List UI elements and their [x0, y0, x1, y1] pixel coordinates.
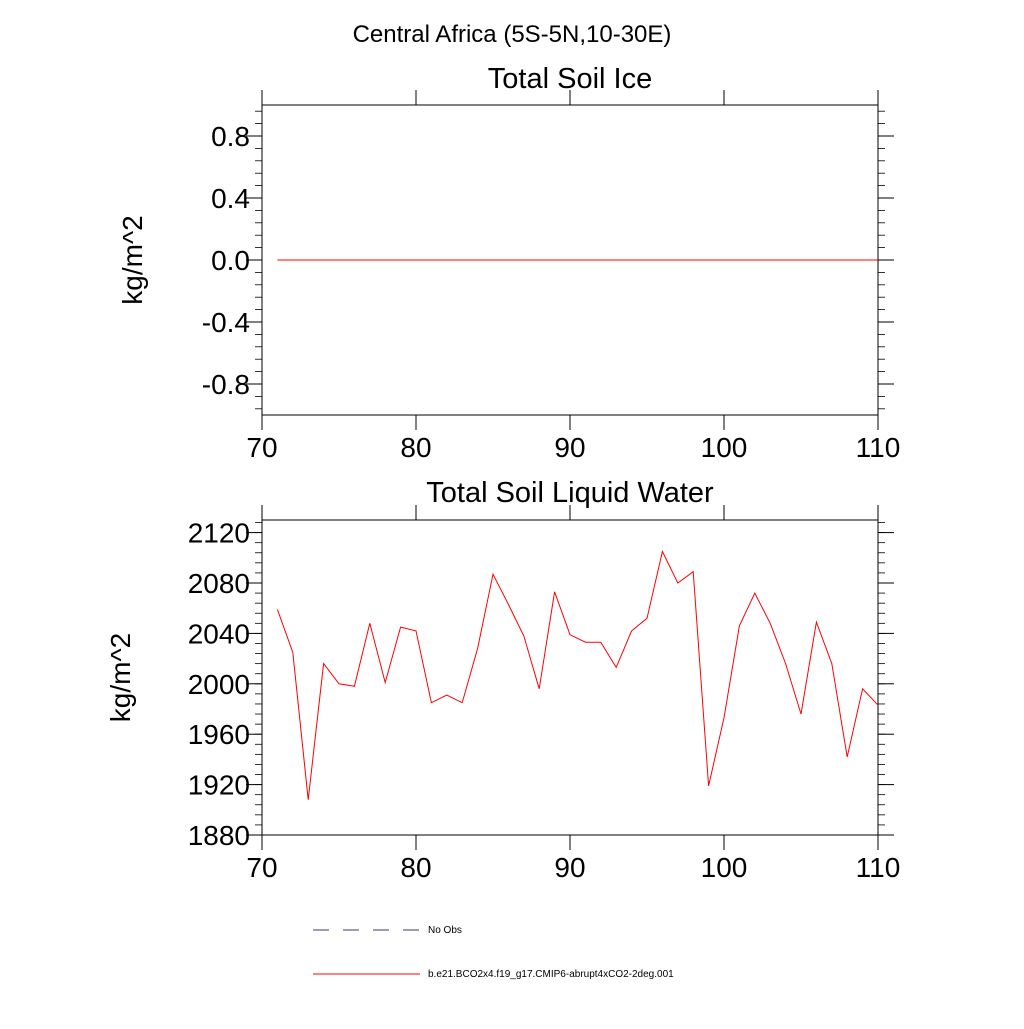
- y-tick-label: 0.0: [211, 245, 250, 276]
- legend-obs-label: No Obs: [428, 925, 462, 936]
- soil-ice-panel: Total Soil Ice 70 80 90 100 110 -0.8 -0.4 0.0 0.…: [117, 63, 900, 463]
- y-tick-label: 2040: [188, 618, 250, 649]
- panel-title: Total Soil Liquid Water: [426, 477, 714, 509]
- x-tick-label: 110: [856, 852, 901, 883]
- legend-model-label: b.e21.BCO2x4.f19_g17.CMIP6-abrupt4xCO2-2…: [428, 969, 674, 980]
- y-tick-label: 2080: [188, 568, 250, 599]
- legend: No Obs b.e21.BCO2x4.f19_g17.CMIP6-abrupt…: [313, 925, 674, 980]
- x-tick-label: 100: [701, 432, 748, 463]
- y-tick-label: -0.4: [202, 307, 250, 338]
- x-tick-label: 110: [856, 432, 901, 463]
- x-tick-label: 90: [554, 432, 585, 463]
- y-axis-label: kg/m^2: [117, 215, 148, 304]
- y-tick-label: 2120: [188, 518, 250, 549]
- x-tick-label: 70: [246, 852, 277, 883]
- x-tick-label: 90: [554, 852, 585, 883]
- soil-liquid-water-panel: Total Soil Liquid Water 70 80 90 100 110 1880…: [105, 477, 900, 883]
- x-tick-label: 80: [400, 432, 431, 463]
- y-tick-label: 1920: [188, 770, 250, 801]
- x-tick-label: 100: [701, 852, 748, 883]
- y-tick-label: 1880: [188, 820, 250, 851]
- x-tick-label: 70: [246, 432, 277, 463]
- page-title: Central Africa (5S-5N,10-30E): [353, 21, 672, 48]
- y-tick-label: 0.8: [211, 121, 250, 152]
- y-axis-label: kg/m^2: [105, 633, 136, 722]
- plot-frame: [261, 519, 879, 836]
- x-tick-label: 80: [400, 852, 431, 883]
- y-tick-label: 0.4: [211, 183, 250, 214]
- y-tick-label: 2000: [188, 669, 250, 700]
- series-line: [276, 550, 879, 800]
- y-tick-label: 1960: [188, 719, 250, 750]
- panel-title: Total Soil Ice: [488, 63, 652, 95]
- y-tick-label: -0.8: [202, 369, 250, 400]
